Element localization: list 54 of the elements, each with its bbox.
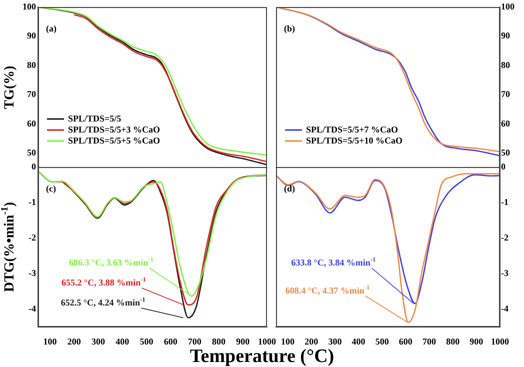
legend-label: SPL/TDS=5/5 bbox=[68, 113, 122, 124]
x-tick-label: 500 bbox=[140, 336, 154, 347]
x-tick-label: 300 bbox=[328, 336, 342, 347]
legend-label: SPL/TDS=5/5+10 %CaO bbox=[306, 135, 403, 146]
y-tick-label: 50 bbox=[501, 148, 510, 158]
y-tick-label: 0 bbox=[501, 161, 506, 172]
x-tick-label: 400 bbox=[116, 336, 130, 347]
y-axis-title: DTG(%•min-1) bbox=[0, 202, 18, 292]
y-tick-label: 100 bbox=[501, 1, 515, 12]
annotation: (c) bbox=[46, 183, 56, 194]
x-tick-label: 900 bbox=[236, 336, 250, 347]
y-tick-label: 70 bbox=[501, 89, 510, 100]
x-tick-label: 700 bbox=[188, 336, 202, 347]
x-tick-label: 200 bbox=[67, 336, 82, 347]
y-tick-label: -4 bbox=[501, 304, 509, 314]
x-tick-label: 400 bbox=[352, 336, 366, 347]
x-tick-label: 600 bbox=[398, 336, 413, 347]
x-axis-title: Temperature (°C) bbox=[188, 346, 336, 367]
annotation: (b) bbox=[284, 23, 295, 34]
y-tick-label: 90 bbox=[27, 30, 36, 41]
x-tick-label: 100 bbox=[43, 336, 58, 347]
legend-label: SPL/TDS=5/5+7 %CaO bbox=[306, 124, 398, 134]
y-tick-label: 100 bbox=[22, 1, 36, 12]
x-tick-label: 600 bbox=[164, 336, 178, 347]
x-tick-label: 200 bbox=[304, 336, 319, 347]
y-tick-label: 60 bbox=[27, 118, 36, 128]
y-tick-label: 70 bbox=[27, 89, 36, 100]
y-tick-label: -3 bbox=[501, 268, 509, 278]
y-tick-label: 80 bbox=[27, 60, 36, 70]
y-tick-label: -1 bbox=[501, 196, 509, 207]
y-tick-label: 90 bbox=[501, 30, 510, 41]
x-tick-label: 700 bbox=[422, 336, 437, 347]
legend-label: SPL/TDS=5/5+3 %CaO bbox=[68, 124, 160, 134]
y-tick-label: -2 bbox=[501, 232, 509, 242]
x-tick-label: 900 bbox=[470, 336, 484, 347]
y-tick-label: 50 bbox=[27, 148, 36, 158]
x-tick-label: 1000 bbox=[491, 336, 510, 347]
legend-label: SPL/TDS=5/5+5 %CaO bbox=[68, 135, 160, 146]
y-tick-label: -4 bbox=[28, 304, 36, 314]
y-tick-label: 80 bbox=[501, 60, 510, 70]
x-tick-label: 100 bbox=[281, 336, 296, 347]
y-tick-label: 60 bbox=[501, 118, 510, 128]
x-tick-label: 500 bbox=[375, 336, 390, 347]
y-axis-title: TG(%) bbox=[2, 65, 18, 110]
x-tick-label: 1000 bbox=[258, 336, 276, 347]
y-tick-label: -2 bbox=[28, 232, 36, 242]
y-tick-label: 0 bbox=[32, 161, 36, 172]
x-tick-label: 800 bbox=[446, 336, 460, 347]
y-tick-label: -3 bbox=[28, 268, 36, 278]
x-tick-label: 300 bbox=[92, 336, 106, 347]
annotation: (a) bbox=[46, 23, 56, 34]
y-tick-label: -1 bbox=[28, 196, 36, 207]
annotation: (d) bbox=[284, 183, 295, 194]
x-tick-label: 800 bbox=[212, 336, 226, 347]
